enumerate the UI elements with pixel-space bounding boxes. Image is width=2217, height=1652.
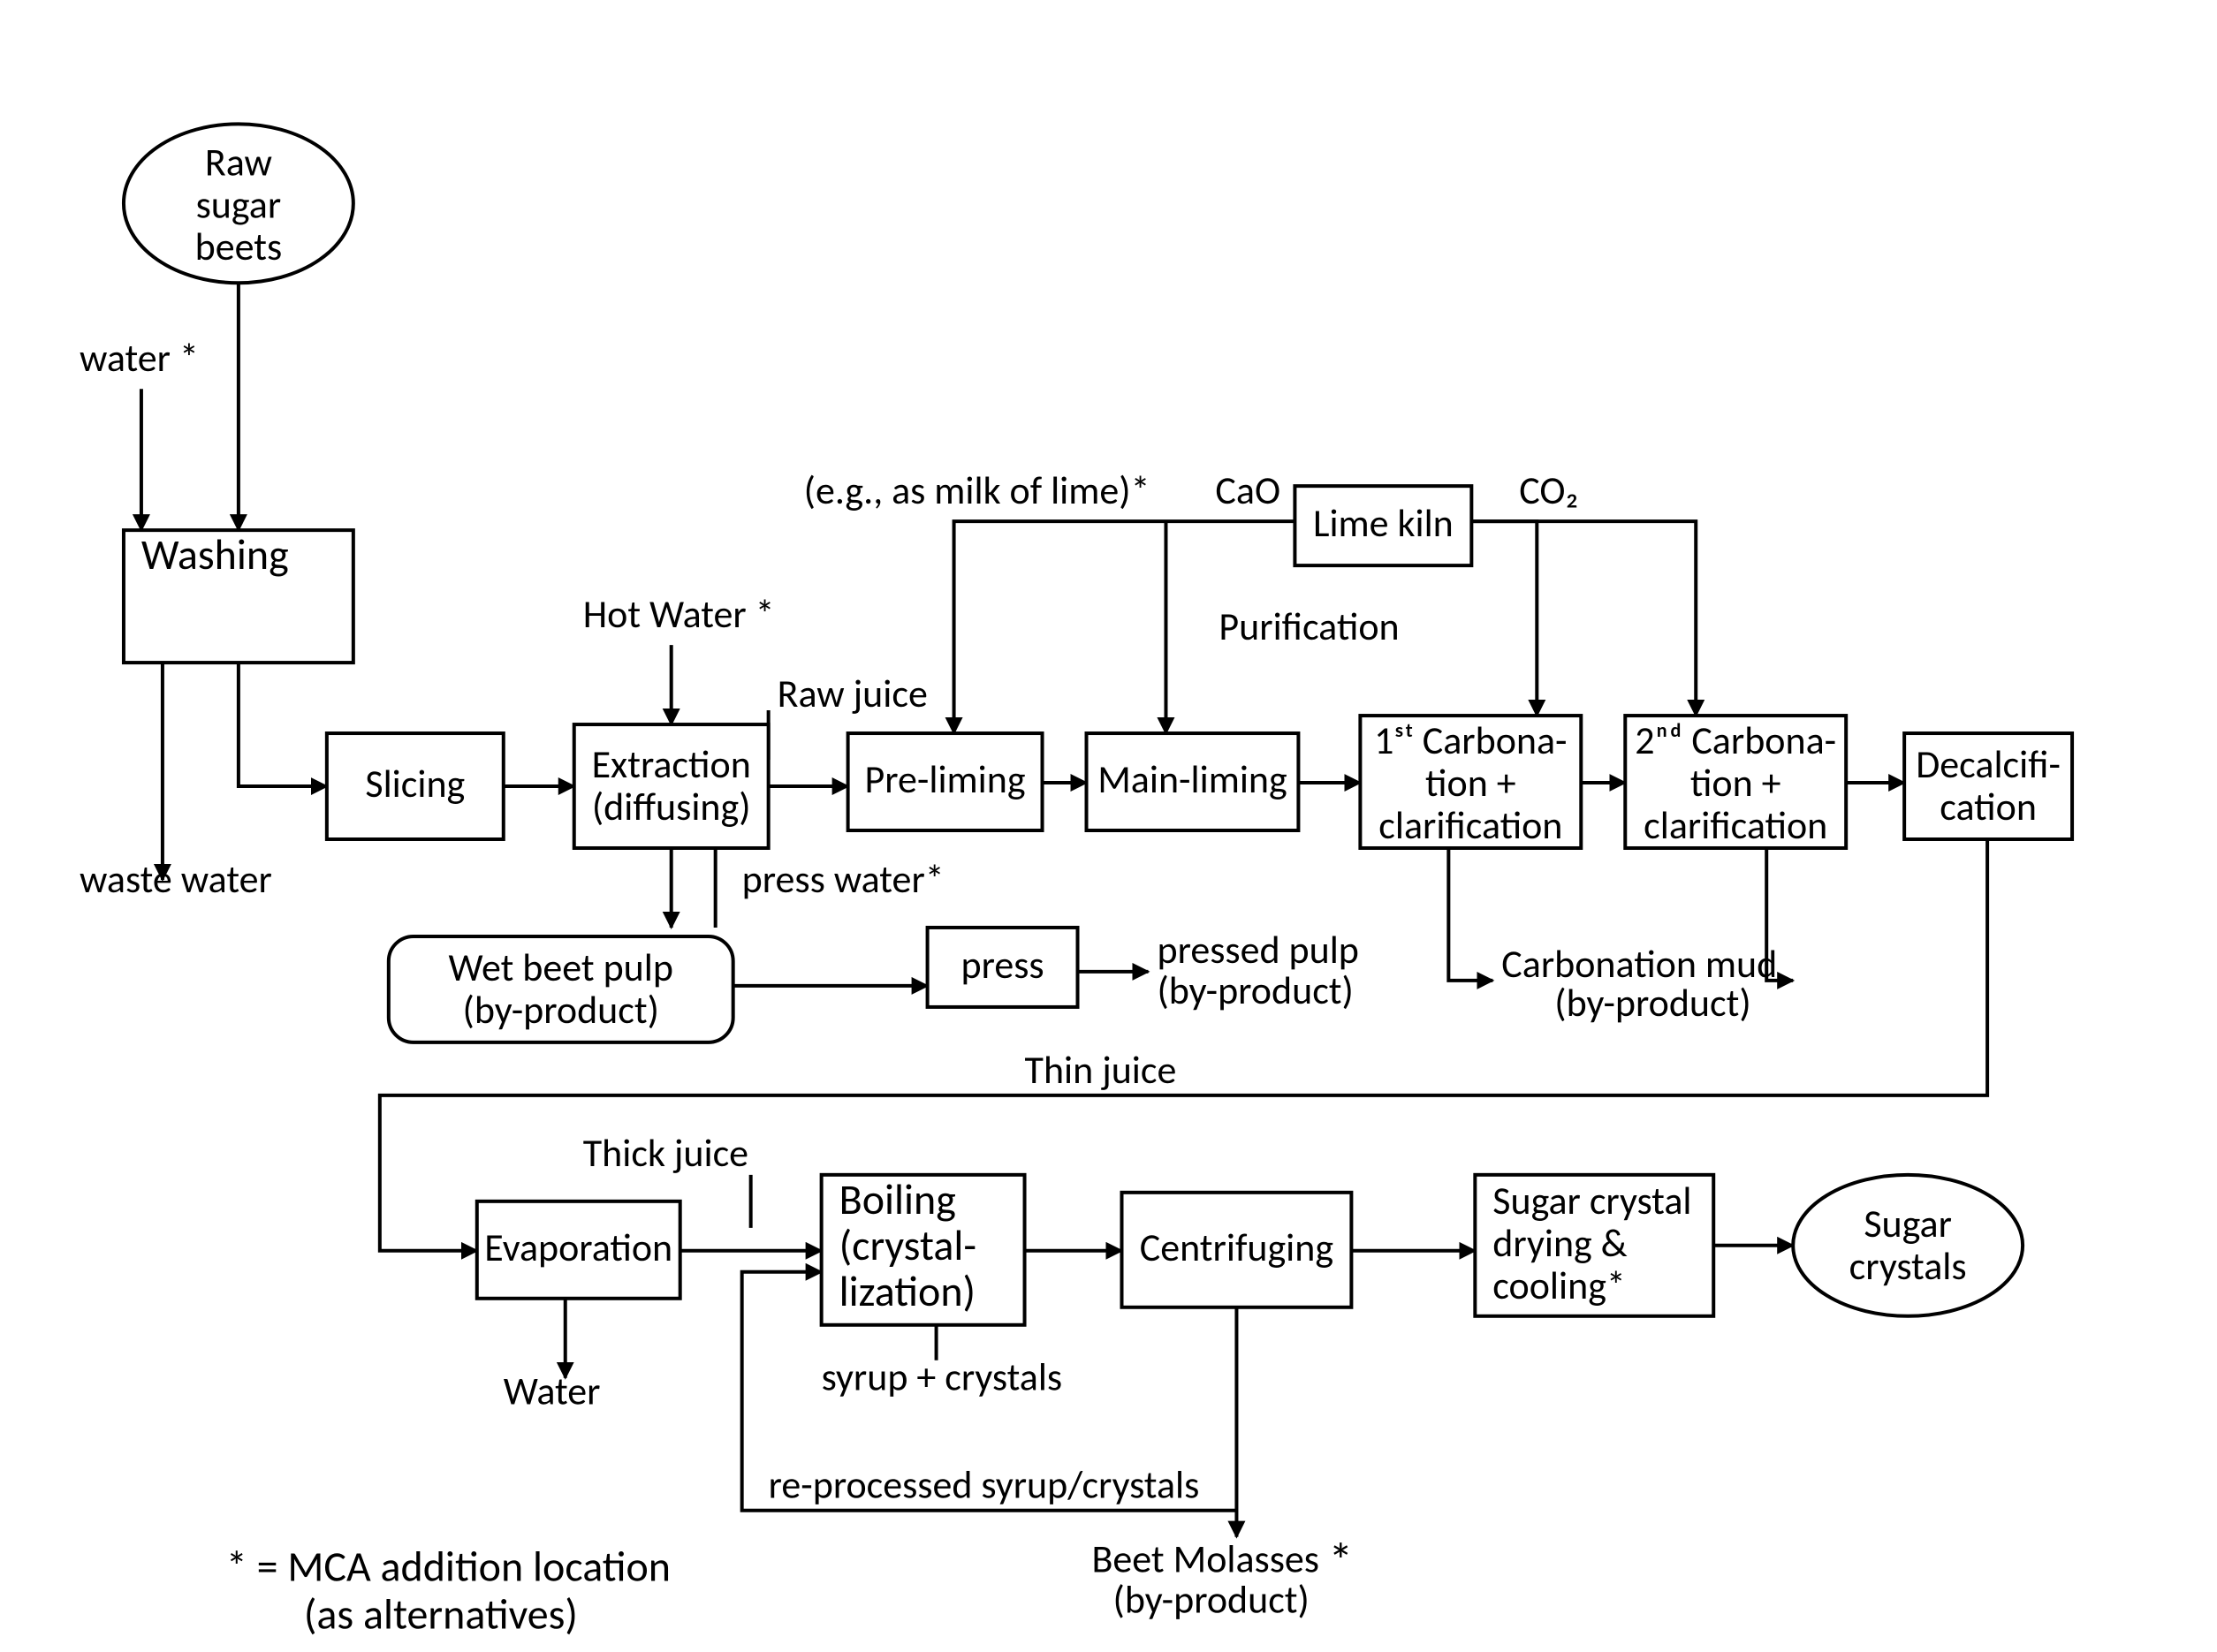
node-evap: Evaporation	[477, 1201, 680, 1299]
node-carb2-line1: tion +	[1690, 759, 1781, 807]
node-press-line0: press	[960, 941, 1044, 989]
node-decalc-line1: cation	[1940, 783, 2037, 830]
edge-22	[380, 839, 1987, 1251]
label-hot_water: Hot Water *	[583, 590, 775, 638]
node-extraction-line0: Extraction	[592, 740, 751, 788]
node-mainliming: Main-liming	[1087, 733, 1299, 830]
node-wetpulp-line1: (by-product)	[463, 986, 659, 1034]
node-carb1-line1: tion +	[1425, 759, 1516, 807]
node-preliming-line0: Pre-liming	[865, 755, 1026, 803]
node-carb2-line2: clarification	[1644, 801, 1827, 849]
node-boiling-line1: (crystal-	[839, 1219, 976, 1271]
label-waste_water: waste water	[80, 855, 272, 903]
node-carb2-line0: 2ⁿᵈ Carbona-	[1635, 716, 1836, 764]
node-drying: Sugar crystaldrying &cooling*	[1475, 1175, 1713, 1316]
label-carb_mud2: (by-product)	[1554, 979, 1750, 1027]
node-boiling: Boiling(crystal-lization)	[822, 1173, 1025, 1325]
node-carb2: 2ⁿᵈ Carbona-tion +clarification	[1625, 716, 1846, 849]
label-syrup_crystals: syrup + crystals	[822, 1353, 1063, 1401]
node-slicing-line0: Slicing	[365, 760, 465, 807]
node-extraction: Extraction(diffusing)	[574, 724, 769, 848]
node-crystals-line0: Sugar	[1864, 1200, 1952, 1247]
process-flowchart: Rawsugarbeets Washing Slicing Extraction(di…	[0, 0, 2217, 1652]
label-molasses_star: *	[1328, 1532, 1353, 1592]
node-evap-line0: Evaporation	[484, 1224, 672, 1271]
label-water_out: Water	[504, 1368, 601, 1415]
node-boiling-line0: Boiling	[839, 1173, 956, 1225]
label-pressed_pulp2: (by-product)	[1157, 966, 1353, 1014]
node-washing: Washing	[124, 528, 353, 663]
label-thick_juice: Thick juice	[583, 1129, 748, 1177]
node-preliming: Pre-liming	[848, 733, 1043, 830]
label-molasses2: (by-product)	[1112, 1576, 1309, 1624]
node-limekiln: Lime kiln	[1295, 486, 1471, 565]
label-co2: CO₂	[1519, 466, 1578, 514]
node-boiling-line2: lization)	[839, 1265, 976, 1317]
node-drying-line2: cooling*	[1492, 1262, 1625, 1309]
node-decalc: Decalcifi-cation	[1904, 733, 2072, 839]
node-drying-line0: Sugar crystal	[1492, 1177, 1691, 1224]
node-limekiln-line0: Lime kiln	[1313, 499, 1454, 547]
node-mainliming-line0: Main-liming	[1097, 755, 1287, 803]
edge-3	[239, 663, 327, 786]
node-raw_beets-line1: sugar	[196, 180, 282, 228]
node-carb1-line2: clarification	[1378, 801, 1562, 849]
edge-19	[1471, 521, 1696, 716]
label-reprocessed: re-processed syrup/crystals	[769, 1461, 1200, 1509]
node-press: press	[928, 928, 1078, 1007]
node-centrifuge-line0: Centrifuging	[1140, 1224, 1333, 1271]
edge-20	[1448, 848, 1492, 981]
label-thin_juice: Thin juice	[1025, 1046, 1177, 1094]
node-slicing: Slicing	[327, 733, 504, 839]
node-carb1: 1ˢᵗ Carbona-tion +clarification	[1360, 716, 1581, 849]
node-raw_beets-line2: beets	[195, 223, 283, 270]
node-centrifuge: Centrifuging	[1121, 1193, 1351, 1307]
label-cao: CaO	[1215, 466, 1280, 514]
label-raw_juice: Raw juice	[778, 670, 928, 717]
node-wetpulp: Wet beet pulp(by-product)	[389, 936, 733, 1042]
node-crystals: Sugarcrystals	[1793, 1175, 2023, 1316]
label-press_water: press water*	[742, 855, 945, 903]
node-extraction-line1: (diffusing)	[592, 783, 751, 830]
label-purification: Purification	[1219, 602, 1399, 650]
node-raw_beets-line0: Raw	[205, 138, 272, 186]
label-legend2: (as alternatives)	[304, 1588, 578, 1641]
node-drying-line1: drying &	[1492, 1219, 1627, 1267]
node-decalc-line0: Decalcifi-	[1916, 740, 2061, 788]
label-milk_of_lime: (e.g., as milk of lime)*	[804, 466, 1150, 514]
edge-18	[1471, 521, 1537, 716]
label-legend1: * = MCA addition location	[226, 1541, 671, 1593]
node-washing-line0: Washing	[141, 528, 289, 580]
node-raw_beets: Rawsugarbeets	[124, 124, 353, 283]
node-wetpulp-line0: Wet beet pulp	[448, 943, 672, 991]
node-crystals-line1: crystals	[1849, 1242, 1967, 1290]
label-water_in: water *	[80, 334, 199, 382]
flow-nodes: Rawsugarbeets Washing Slicing Extraction(di…	[124, 124, 2072, 1324]
node-carb1-line0: 1ˢᵗ Carbona-	[1374, 716, 1567, 764]
